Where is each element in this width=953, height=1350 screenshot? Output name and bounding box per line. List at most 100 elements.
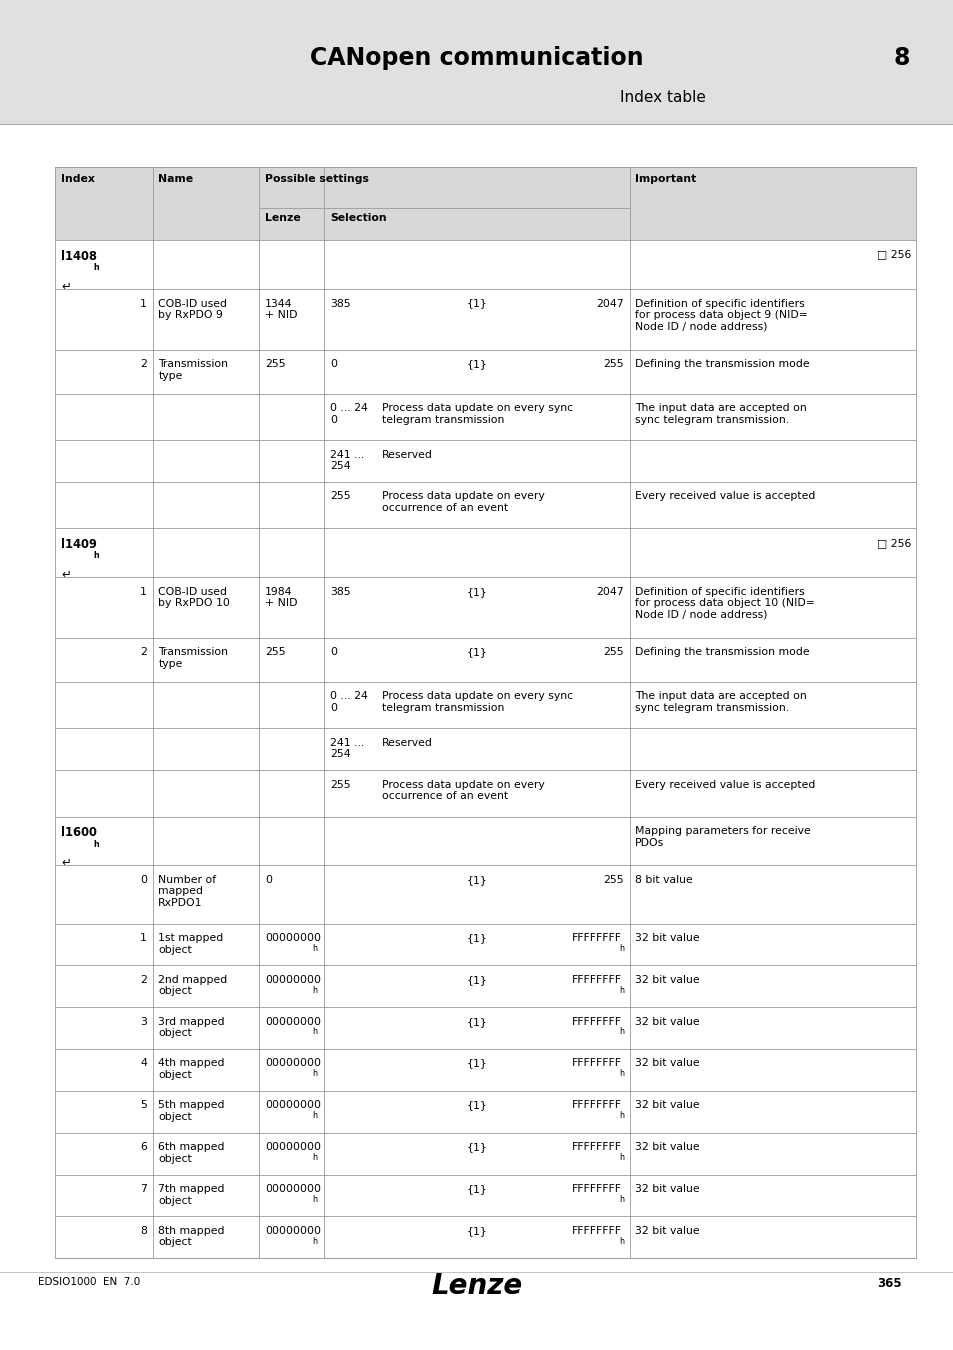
Text: FFFFFFFF: FFFFFFFF <box>572 1100 621 1110</box>
Text: Definition of specific identifiers
for process data object 10 (NID=
Node ID / no: Definition of specific identifiers for p… <box>635 587 815 620</box>
Bar <box>0 0 953 124</box>
Text: h: h <box>312 1111 316 1120</box>
Text: 7: 7 <box>140 1184 147 1193</box>
Text: h: h <box>312 1153 316 1162</box>
Text: {1}: {1} <box>466 587 487 597</box>
Bar <box>55 1133 915 1174</box>
Bar <box>55 578 915 637</box>
Text: Possible settings: Possible settings <box>265 174 369 184</box>
Text: 1st mapped
object: 1st mapped object <box>158 933 223 954</box>
Bar <box>55 528 915 578</box>
Bar <box>55 1216 915 1258</box>
Text: 5: 5 <box>140 1100 147 1110</box>
Bar <box>55 729 915 769</box>
Text: Lenze: Lenze <box>431 1272 522 1300</box>
Text: Reserved: Reserved <box>381 450 432 459</box>
Text: 8: 8 <box>892 46 909 70</box>
Text: h: h <box>618 944 623 953</box>
Bar <box>55 1007 915 1049</box>
Text: COB-ID used
by RxPDO 10: COB-ID used by RxPDO 10 <box>158 587 230 609</box>
Text: h: h <box>618 1027 623 1037</box>
Text: ↵: ↵ <box>61 856 71 869</box>
Text: 385: 385 <box>330 298 351 309</box>
Bar <box>55 240 915 289</box>
Text: Transmission
type: Transmission type <box>158 359 228 381</box>
Text: 32 bit value: 32 bit value <box>635 1142 700 1152</box>
Bar <box>55 682 915 729</box>
Text: 00000000: 00000000 <box>265 1017 321 1026</box>
Text: FFFFFFFF: FFFFFFFF <box>572 1017 621 1026</box>
Text: h: h <box>312 944 316 953</box>
Text: 3rd mapped
object: 3rd mapped object <box>158 1017 225 1038</box>
Text: 4th mapped
object: 4th mapped object <box>158 1058 225 1080</box>
Text: Lenze: Lenze <box>265 213 300 223</box>
Text: {1}: {1} <box>466 933 487 944</box>
Text: Definition of specific identifiers
for process data object 9 (NID=
Node ID / nod: Definition of specific identifiers for p… <box>635 298 807 332</box>
Text: 32 bit value: 32 bit value <box>635 1184 700 1193</box>
Bar <box>55 167 915 240</box>
Text: 2: 2 <box>140 359 147 369</box>
Text: h: h <box>618 1153 623 1162</box>
Bar <box>55 923 915 965</box>
Text: 8: 8 <box>140 1226 147 1235</box>
Text: ↵: ↵ <box>61 567 71 580</box>
Text: 255: 255 <box>602 359 623 369</box>
Text: 365: 365 <box>877 1277 902 1291</box>
Text: {1}: {1} <box>466 647 487 657</box>
Bar <box>55 817 915 865</box>
Text: 1344
+ NID: 1344 + NID <box>265 298 297 320</box>
Bar <box>55 637 915 682</box>
Text: FFFFFFFF: FFFFFFFF <box>572 1142 621 1152</box>
Text: h: h <box>618 1237 623 1246</box>
Text: Defining the transmission mode: Defining the transmission mode <box>635 647 809 657</box>
Text: Process data update on every
occurrence of an event: Process data update on every occurrence … <box>381 779 544 801</box>
Text: 6th mapped
object: 6th mapped object <box>158 1142 225 1164</box>
Bar <box>55 440 915 482</box>
Text: The input data are accepted on
sync telegram transmission.: The input data are accepted on sync tele… <box>635 691 806 713</box>
Text: 7th mapped
object: 7th mapped object <box>158 1184 225 1206</box>
Text: 0 ... 24
0: 0 ... 24 0 <box>330 691 368 713</box>
Text: l1408: l1408 <box>61 250 97 263</box>
Text: Selection: Selection <box>330 213 386 223</box>
Text: h: h <box>618 1195 623 1204</box>
Text: 32 bit value: 32 bit value <box>635 1017 700 1026</box>
Text: 255: 255 <box>330 491 351 501</box>
Bar <box>55 1174 915 1216</box>
Text: 0: 0 <box>265 875 272 884</box>
Text: FFFFFFFF: FFFFFFFF <box>572 1226 621 1235</box>
Text: 255: 255 <box>265 359 286 369</box>
Text: □ 256: □ 256 <box>876 537 910 548</box>
Text: 00000000: 00000000 <box>265 1058 321 1068</box>
Text: 6: 6 <box>140 1142 147 1152</box>
Text: 255: 255 <box>602 875 623 884</box>
Text: {1}: {1} <box>466 1142 487 1152</box>
Text: Name: Name <box>158 174 193 184</box>
Text: 00000000: 00000000 <box>265 975 321 985</box>
Text: h: h <box>618 1069 623 1079</box>
Text: 00000000: 00000000 <box>265 1184 321 1193</box>
Bar <box>55 350 915 394</box>
Text: FFFFFFFF: FFFFFFFF <box>572 1184 621 1193</box>
Text: {1}: {1} <box>466 359 487 369</box>
Text: 5th mapped
object: 5th mapped object <box>158 1100 225 1122</box>
Text: 00000000: 00000000 <box>265 1100 321 1110</box>
Text: FFFFFFFF: FFFFFFFF <box>572 1058 621 1068</box>
Text: Reserved: Reserved <box>381 738 432 748</box>
Bar <box>55 965 915 1007</box>
Bar <box>55 1049 915 1091</box>
Text: The input data are accepted on
sync telegram transmission.: The input data are accepted on sync tele… <box>635 404 806 425</box>
Text: Every received value is accepted: Every received value is accepted <box>635 779 815 790</box>
Text: h: h <box>312 1195 316 1204</box>
Text: Mapping parameters for receive
PDOs: Mapping parameters for receive PDOs <box>635 826 810 848</box>
Text: l1409: l1409 <box>61 537 97 551</box>
Text: h: h <box>93 263 99 273</box>
Bar <box>55 1091 915 1133</box>
Text: 385: 385 <box>330 587 351 597</box>
Text: h: h <box>93 840 99 849</box>
Text: {1}: {1} <box>466 1184 487 1193</box>
Text: FFFFFFFF: FFFFFFFF <box>572 975 621 985</box>
Text: Every received value is accepted: Every received value is accepted <box>635 491 815 501</box>
Text: 255: 255 <box>602 647 623 657</box>
Text: 241 ...
254: 241 ... 254 <box>330 738 364 760</box>
Text: FFFFFFFF: FFFFFFFF <box>572 933 621 944</box>
